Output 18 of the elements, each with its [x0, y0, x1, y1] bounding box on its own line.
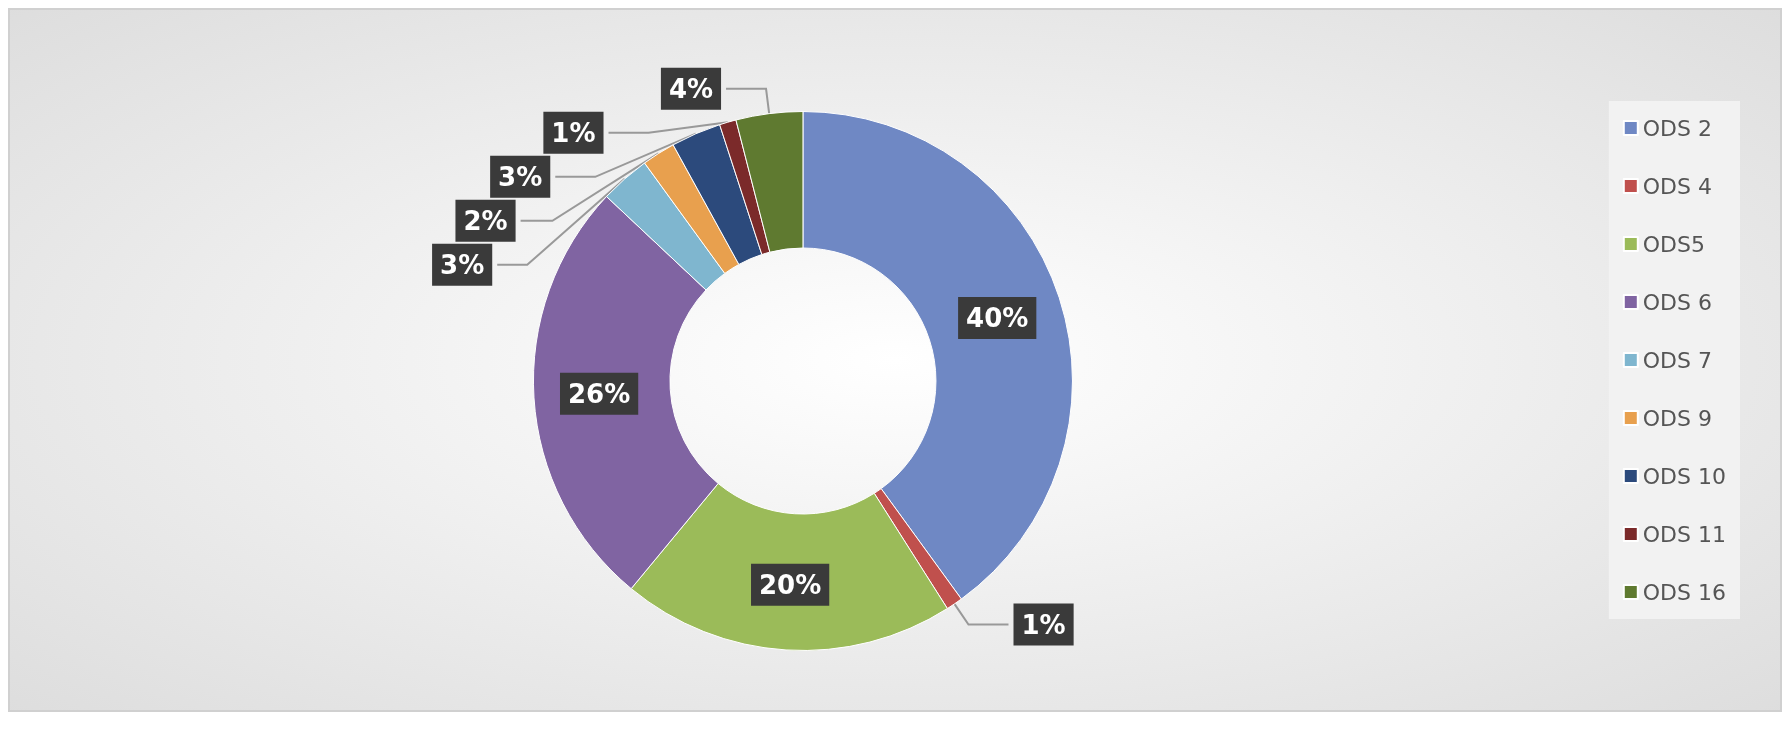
legend-label: ODS 4: [1642, 173, 1713, 199]
data-label: 3%: [498, 161, 543, 192]
data-label: 2%: [463, 205, 508, 236]
legend-label: ODS 6: [1642, 289, 1713, 315]
legend-label: ODS 16: [1642, 579, 1727, 605]
legend-label: ODS 9: [1642, 405, 1713, 431]
data-label: 40%: [966, 302, 1029, 333]
legend-label: ODS 10: [1642, 463, 1727, 489]
data-label: 1%: [1021, 609, 1066, 640]
legend-label: ODS5: [1642, 231, 1706, 257]
data-label: 1%: [551, 117, 596, 148]
data-label: 26%: [568, 378, 631, 409]
legend-label: ODS 2: [1642, 115, 1713, 141]
legend-label: ODS 7: [1642, 347, 1713, 373]
data-label: 3%: [440, 249, 485, 280]
data-label: 4%: [668, 73, 714, 104]
legend-label: ODS 11: [1642, 521, 1727, 547]
data-label: 20%: [759, 569, 822, 600]
